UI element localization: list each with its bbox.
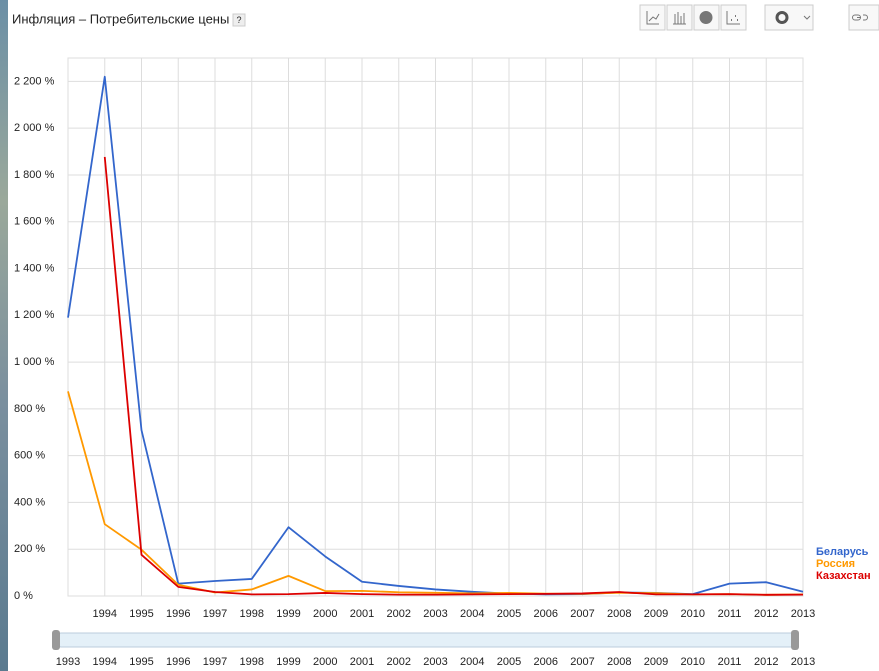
y-tick-label: 1 000 %: [14, 356, 55, 368]
x-tick-label: 2004: [460, 608, 484, 620]
timeline-label: 2008: [607, 656, 631, 668]
grid: [68, 58, 803, 596]
x-tick-label: 2003: [423, 608, 447, 620]
timeline-label: 1995: [129, 656, 153, 668]
timeline-label: 2006: [534, 656, 558, 668]
timeline-handle-start[interactable]: [52, 630, 60, 650]
x-tick-label: 1994: [93, 608, 117, 620]
timeline-labels: 1993 1994 1995 1996 1997 1998 1999 2000 2001 2002…: [56, 656, 815, 668]
x-tick-label: 2000: [313, 608, 337, 620]
x-tick-label: 1998: [240, 608, 264, 620]
timeline-label: 2011: [718, 656, 742, 668]
chart-title: Инфляция – Потребительские цены: [12, 11, 229, 26]
legend-label: Россия: [816, 558, 855, 570]
timeline-label: 2013: [791, 656, 815, 668]
timeline-label: 1997: [203, 656, 227, 668]
x-tick-label: 2008: [607, 608, 631, 620]
y-tick-label: 2 200 %: [14, 75, 55, 87]
y-tick-label: 1 600 %: [14, 216, 55, 228]
timeline-label: 1996: [166, 656, 190, 668]
x-tick-label: 1995: [129, 608, 153, 620]
y-tick-label: 0 %: [14, 590, 33, 602]
x-tick-label: 1997: [203, 608, 227, 620]
y-tick-label: 200 %: [14, 543, 45, 555]
timeline-track[interactable]: [58, 633, 795, 647]
link-button[interactable]: [849, 5, 879, 30]
y-tick-label: 400 %: [14, 496, 45, 508]
scatter-button[interactable]: [721, 5, 746, 30]
icon: [700, 12, 712, 24]
legend-label: Беларусь: [816, 546, 869, 558]
side-strip: [0, 0, 8, 671]
help-label: ?: [236, 15, 241, 25]
timeline-label: 2007: [570, 656, 594, 668]
page: Инфляция – Потребительские цены ? 0 % 200…: [0, 0, 879, 671]
x-tick-label: 2002: [387, 608, 411, 620]
timeline-label: 2003: [423, 656, 447, 668]
x-tick-label: 2009: [644, 608, 668, 620]
y-tick-label: 1 400 %: [14, 262, 55, 274]
y-tick-label: 1 800 %: [14, 169, 55, 181]
timeline-label: 2009: [644, 656, 668, 668]
timeline-label: 2002: [387, 656, 411, 668]
x-tick-label: 2006: [534, 608, 558, 620]
x-tick-label: 2013: [791, 608, 815, 620]
timeline-label: 1999: [276, 656, 300, 668]
x-tick-label: 2011: [718, 608, 742, 620]
y-tick-label: 800 %: [14, 403, 45, 415]
x-tick-label: 2007: [570, 608, 594, 620]
timeline-label: 2005: [497, 656, 521, 668]
y-tick-label: 600 %: [14, 450, 45, 462]
x-tick-label: 2012: [754, 608, 778, 620]
timeline-label: 2001: [350, 656, 374, 668]
timeline-label: 2012: [754, 656, 778, 668]
bar-chart-button[interactable]: [667, 5, 692, 30]
timeline-label: 2004: [460, 656, 484, 668]
timeline-handle-end[interactable]: [791, 630, 799, 650]
y-tick-label: 1 200 %: [14, 309, 55, 321]
timeline-label: 2000: [313, 656, 337, 668]
x-tick-label: 2005: [497, 608, 521, 620]
x-tick-label: 2010: [681, 608, 705, 620]
timeline-label: 1994: [93, 656, 117, 668]
timeline-label: 1998: [240, 656, 264, 668]
x-tick-label: 1999: [276, 608, 300, 620]
y-tick-label: 2 000 %: [14, 122, 55, 134]
timeline-label: 2010: [681, 656, 705, 668]
timeline-label: 1993: [56, 656, 80, 668]
x-tick-label: 2001: [350, 608, 374, 620]
legend-label: Казахстан: [816, 570, 871, 582]
x-tick-label: 1996: [166, 608, 190, 620]
